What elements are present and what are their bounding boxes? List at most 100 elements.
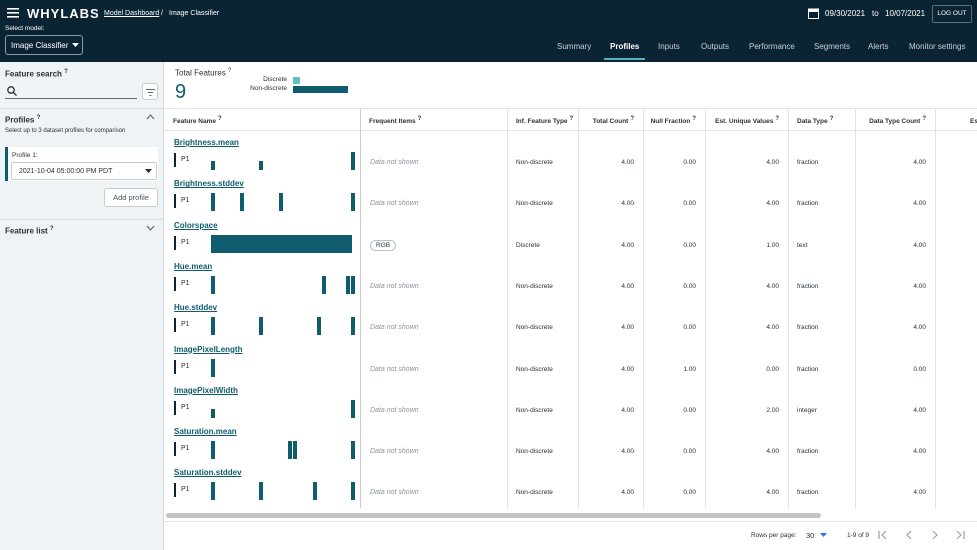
cell-dtype: fraction (797, 200, 819, 208)
column-header[interactable]: Data Type Count? (869, 116, 926, 125)
column-header[interactable]: Est. Mean? (970, 116, 977, 125)
cell-dtype: fraction (797, 448, 819, 456)
feature-name-link[interactable]: Brightness.mean (174, 138, 239, 147)
nav-tab[interactable]: Monitor settings (909, 42, 966, 51)
cell-dtype-count: 4.00 (913, 200, 926, 208)
profile-marker (174, 235, 176, 250)
date-from[interactable]: 09/30/2021 (825, 9, 866, 18)
total-features-value: 9 (175, 81, 187, 103)
column-header[interactable]: Feature Name? (173, 116, 222, 125)
caret (72, 43, 79, 47)
cell-unique: 4.00 (766, 159, 779, 166)
help[interactable]: ? (227, 68, 232, 74)
help[interactable]: ? (36, 115, 41, 121)
cell-dtype: fraction (797, 282, 819, 290)
nav-tab[interactable]: Alerts (868, 42, 889, 51)
cell-type: Non-discrete (516, 448, 553, 456)
feature-list-title: Feature list ? (5, 226, 54, 236)
menu-icon[interactable] (7, 8, 19, 18)
nav-tab[interactable]: Summary (557, 42, 592, 51)
cell-type: Non-discrete (516, 406, 553, 414)
feature-name-link[interactable]: ImagePixelLength (174, 344, 243, 354)
help[interactable]: ? (218, 116, 222, 122)
nav-tab[interactable]: Segments (814, 42, 851, 51)
model-select[interactable]: Image Classifier (5, 35, 83, 55)
cell-total: 4.00 (621, 406, 634, 414)
histogram-bar (322, 275, 327, 294)
frequent-note: Data not shown (370, 324, 419, 332)
rows-per-page-value[interactable]: 30 (806, 531, 815, 540)
column-header[interactable]: Null Fraction? (651, 116, 696, 125)
caret[interactable] (820, 533, 827, 538)
cell-dtype-count: 4.00 (913, 241, 926, 249)
profile-tag: P1 (181, 445, 190, 453)
column-header[interactable]: Data Type? (797, 116, 833, 125)
nav-tab[interactable]: Profiles (610, 42, 640, 51)
feature-name-link[interactable]: Brightness.stddev (174, 179, 244, 189)
logout-button[interactable]: LOG OUT (932, 5, 972, 23)
frequent-note: Data not shown (370, 282, 419, 290)
frequent-note: Data not shown (370, 489, 419, 497)
model-label: Select model: (5, 25, 45, 32)
cell-unique: 1.00 (766, 241, 779, 249)
search-input[interactable] (5, 98, 137, 99)
column-divider (360, 108, 361, 508)
filter-button[interactable] (142, 83, 158, 100)
profile-tag: P1 (181, 279, 190, 287)
help[interactable]: ? (49, 226, 54, 232)
breadcrumb-link[interactable]: Model Dashboard (104, 10, 160, 17)
logo[interactable]: WHYLABS (27, 6, 100, 21)
histogram-bar (211, 482, 215, 501)
feature-name-link[interactable]: ImagePixelWidth (174, 385, 238, 395)
add-profile-button[interactable]: Add profile (104, 188, 158, 207)
feature-name-link[interactable]: Saturation.mean (174, 427, 237, 437)
profile-tag: P1 (181, 321, 190, 329)
feature-name-link[interactable]: Hue.mean (174, 261, 213, 271)
feature-name-link[interactable]: Hue.stddev (174, 303, 218, 313)
feature-name-link[interactable]: Colorspace (174, 220, 218, 230)
column-header[interactable]: Frequent Items? (369, 116, 421, 125)
cell-type: Non-discrete (516, 365, 553, 373)
help[interactable]: ? (417, 116, 422, 122)
help[interactable]: ? (692, 116, 696, 122)
scrollbar[interactable] (166, 513, 821, 518)
column-header[interactable]: Total Count? (593, 116, 634, 125)
calendar-icon[interactable] (808, 7, 819, 19)
text: Feature search (5, 69, 62, 79)
profile-select[interactable]: 2021-10-04 05:00:00 PM PDT (11, 162, 157, 180)
feature-name-link[interactable]: Saturation.stddev (174, 468, 242, 478)
column-divider (855, 108, 856, 508)
filter-icon (146, 89, 155, 96)
cell-type: Non-discrete (516, 489, 553, 497)
active-tab-indicator (604, 58, 645, 60)
date-to[interactable]: 10/07/2021 (885, 9, 926, 18)
text: Profiles (5, 115, 35, 125)
model-value: Image Classifier (11, 41, 69, 50)
column-header[interactable]: Inf. Feature Type? (516, 116, 573, 125)
help[interactable]: ? (775, 116, 779, 122)
nav-tab[interactable]: Performance (749, 42, 795, 51)
search-title: Feature search ? (5, 69, 68, 79)
nav-tab[interactable]: Outputs (701, 42, 730, 51)
cell-unique: 4.00 (766, 324, 779, 332)
histogram-bar (351, 275, 356, 294)
collapse-icon[interactable] (146, 114, 155, 120)
cell-total: 4.00 (621, 489, 634, 497)
help[interactable]: ? (569, 116, 574, 122)
expand-icon[interactable] (146, 225, 155, 231)
cell-dtype-count: 4.00 (913, 448, 926, 456)
histogram-bar (259, 482, 264, 501)
divider (164, 130, 977, 131)
help[interactable]: ? (829, 116, 834, 122)
column-header[interactable]: Est. Unique Values? (715, 116, 779, 125)
cell-dtype-count: 0.00 (913, 365, 926, 373)
cell-null: 0.00 (683, 489, 696, 497)
help[interactable]: ? (64, 69, 68, 75)
profile-marker (174, 400, 176, 415)
nav-tab[interactable]: Inputs (658, 42, 680, 51)
cell-unique: 0.00 (766, 365, 779, 373)
help[interactable]: ? (630, 116, 634, 122)
help[interactable]: ? (922, 116, 926, 122)
breadcrumb-separator: / (161, 10, 163, 17)
